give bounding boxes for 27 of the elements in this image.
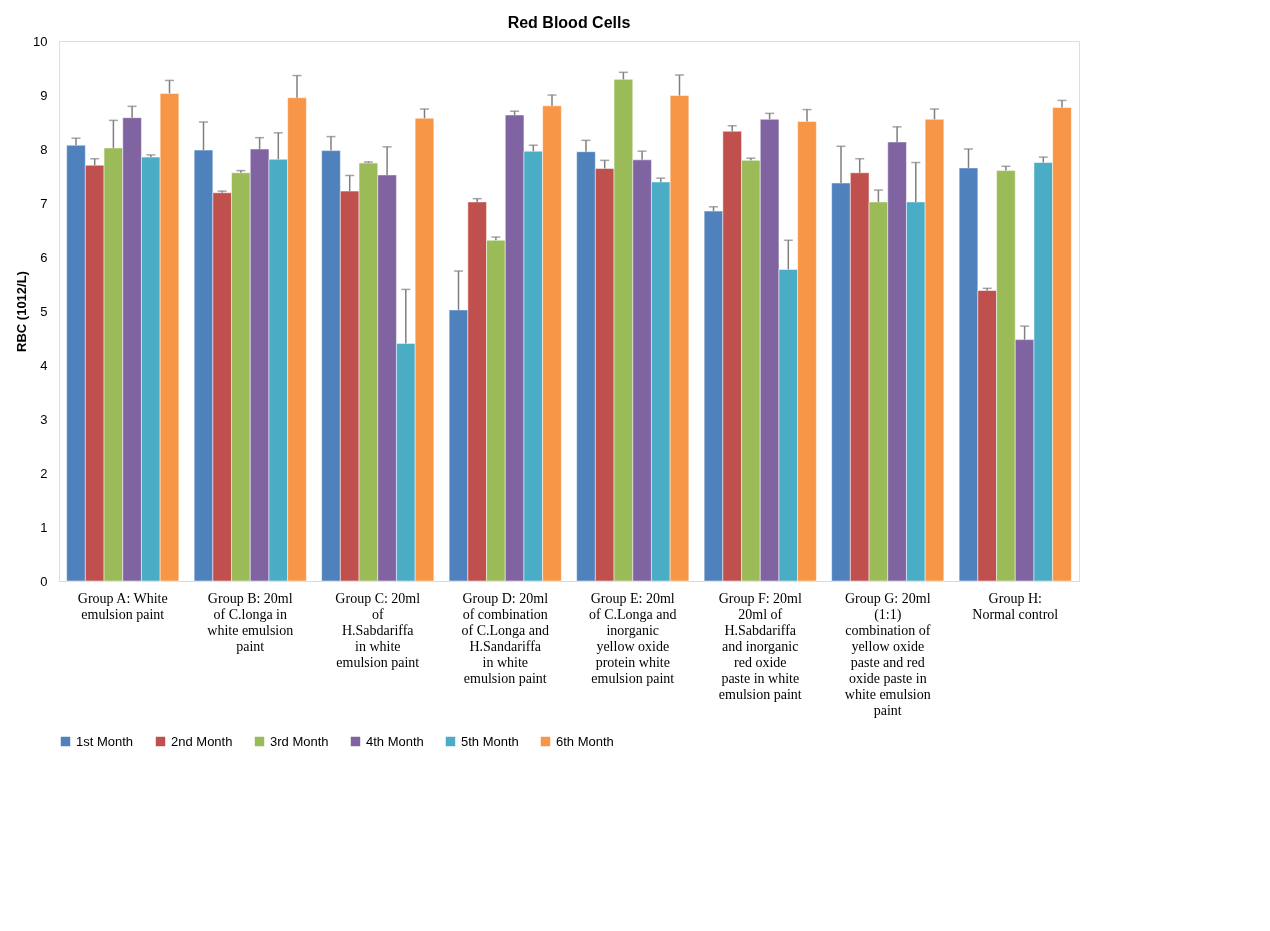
legend-label: 5th Month bbox=[461, 733, 519, 749]
legend-label: 3rd Month bbox=[270, 733, 329, 749]
legend-label: 6th Month bbox=[556, 733, 614, 749]
x-tick-label: Group E: 20ml of C.Longa and inorganic yellow oxide protein white emulsion paint bbox=[589, 590, 677, 686]
y-tick-label: 4 bbox=[40, 357, 48, 373]
y-tick-label: 7 bbox=[40, 195, 48, 211]
chart-title: Red Blood Cells bbox=[507, 14, 631, 31]
x-tick-label: Group D: 20ml of combination of C.Longa and H.Sandariffa in white emulsion paint bbox=[461, 590, 549, 686]
y-tick-label: 8 bbox=[40, 141, 48, 157]
y-tick-label: 6 bbox=[40, 249, 48, 265]
y-tick-label: 1 bbox=[40, 519, 48, 535]
y-tick-label: 0 bbox=[40, 573, 48, 589]
x-tick-label: Group F: 20ml 20ml of H.Sabdariffa and inorganic red oxide paste in white emulsion paint bbox=[718, 590, 802, 702]
y-tick-label: 9 bbox=[40, 87, 48, 103]
y-tick-label: 10 bbox=[33, 33, 48, 49]
y-tick-label: 3 bbox=[40, 411, 48, 427]
x-tick-label: Group G: 20ml (1:1) combination of yellow oxide paste and red oxide paste in white emulsion paint bbox=[844, 590, 931, 718]
y-axis-title: RBC (1012/L) bbox=[14, 271, 30, 352]
legend-label: 2nd Month bbox=[171, 733, 233, 749]
x-tick-label: Group H: Normal control bbox=[972, 590, 1059, 622]
x-tick-label: Group C: 20ml of H.Sabdariffa in white emulsion paint bbox=[335, 590, 421, 670]
x-tick-label: Group B: 20ml of C.longa in white emulsion paint bbox=[207, 590, 294, 654]
y-tick-label: 5 bbox=[40, 303, 48, 319]
x-tick-label: Group A: White emulsion paint bbox=[77, 590, 168, 622]
legend-label: 4th Month bbox=[366, 733, 424, 749]
legend-label: 1st Month bbox=[76, 733, 134, 749]
y-tick-label: 2 bbox=[40, 465, 48, 481]
